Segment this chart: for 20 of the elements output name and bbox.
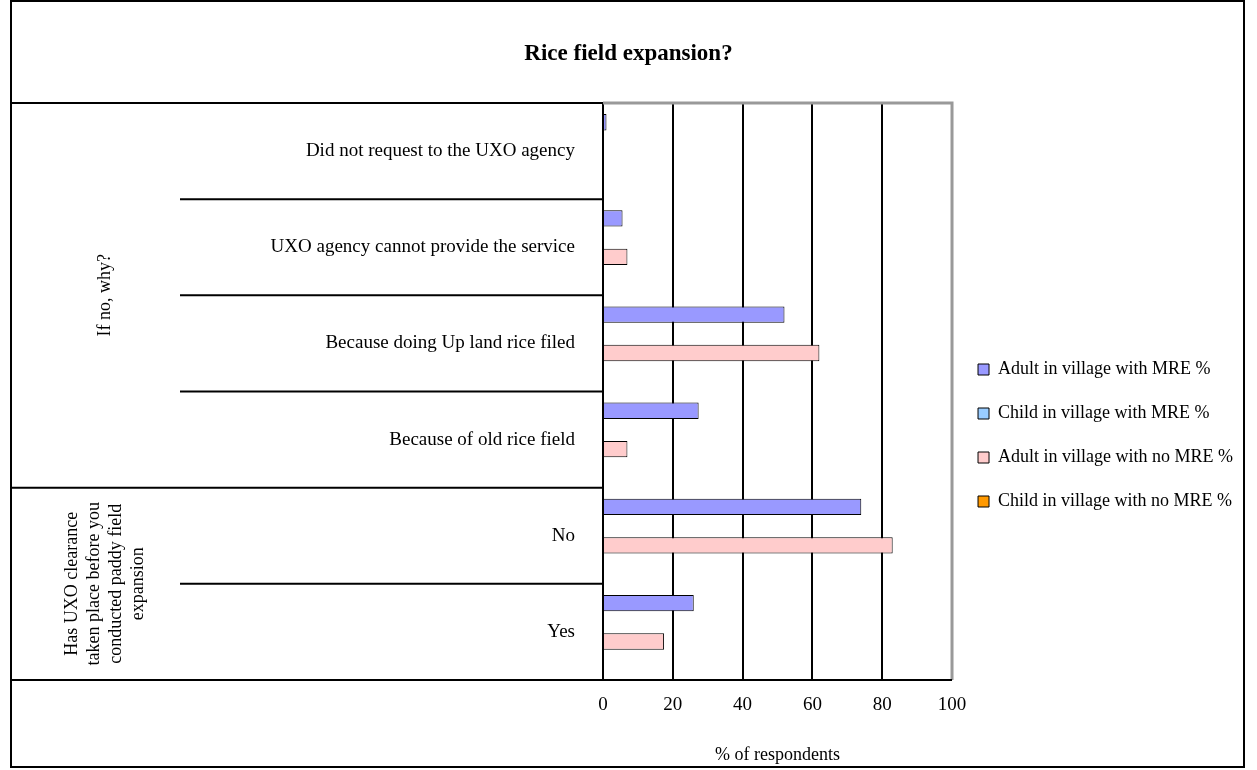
legend-label: Adult in village with no MRE % [998, 446, 1234, 467]
y-tick-label: No [551, 523, 575, 545]
legend-label: Child in village with no MRE % [998, 490, 1233, 511]
x-axis-title: % of respondents [715, 743, 840, 764]
chart-title: Rice field expansion? [523, 40, 734, 66]
y-tick-label: Because of old rice field [389, 427, 576, 449]
legend-label: Child in village with MRE % [998, 402, 1210, 423]
x-tick-label: 60 [802, 693, 822, 715]
y-tick-label: UXO agency cannot provide the service [270, 235, 575, 257]
x-tick-label: 20 [663, 693, 683, 715]
text: If no, why? [93, 254, 114, 337]
y-tick-label: Because doing Up land rice filed [325, 331, 576, 353]
x-tick-label: 80 [872, 693, 892, 715]
text: Has UXO clearance taken place before you conducted paddy field expansion [60, 502, 147, 666]
x-tick-label: 40 [733, 693, 753, 715]
y-tick-label: Did not request to the UXO agency [305, 139, 576, 161]
x-tick-label: 100 [937, 693, 967, 715]
x-tick-label: 0 [598, 693, 608, 715]
legend-label: Adult in village with MRE % [998, 358, 1211, 379]
y-tick-label: Yes [547, 619, 575, 641]
